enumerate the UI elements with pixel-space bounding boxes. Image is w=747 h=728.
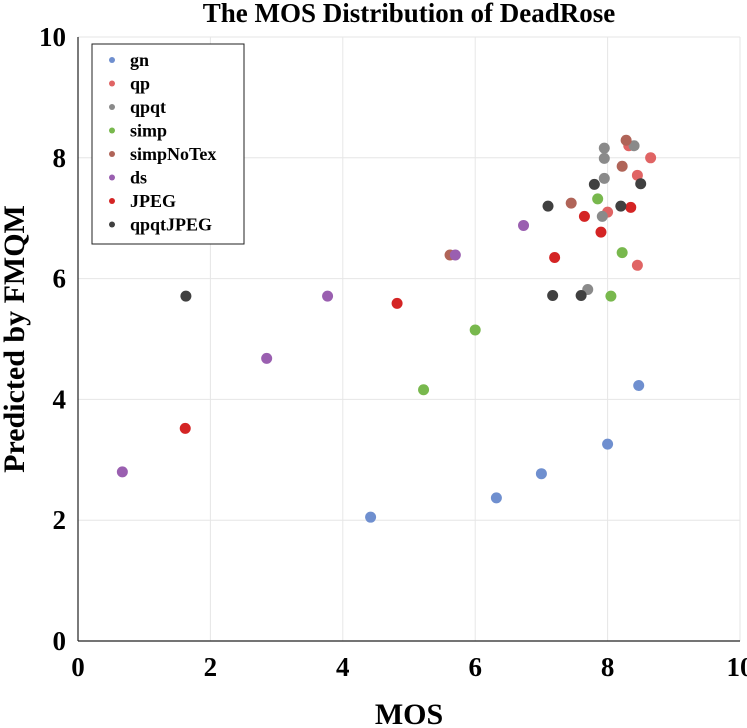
data-points — [116, 134, 657, 523]
point-gn-4 — [633, 380, 645, 392]
point-qp-4 — [631, 259, 643, 271]
y-tick-label-3: 6 — [53, 264, 67, 294]
legend-label-qpqtJPEG: qpqtJPEG — [130, 215, 212, 235]
legend-label-simp: simp — [130, 121, 167, 141]
x-tick-labels: 0 2 4 6 8 10 — [71, 652, 747, 682]
legend-marker-qp — [109, 80, 115, 87]
legend-label-JPEG: JPEG — [130, 191, 176, 211]
point-qpqt-2 — [598, 172, 610, 184]
x-tick-label-4: 8 — [601, 652, 615, 682]
legend-label-qpqt: qpqt — [130, 97, 166, 117]
x-tick-label-2: 4 — [336, 652, 350, 682]
point-JPEG-4 — [595, 226, 607, 238]
legend-marker-JPEG — [109, 198, 115, 204]
point-simp-3 — [616, 247, 628, 259]
point-qpqt-5 — [628, 140, 640, 152]
legend-label-ds: ds — [130, 168, 147, 188]
point-gn-2 — [535, 468, 547, 480]
point-gn-3 — [602, 438, 614, 450]
x-tick-label-3: 6 — [468, 652, 482, 682]
legend-marker-qpqt — [109, 104, 115, 110]
point-qpqtJPEG-5 — [615, 200, 627, 212]
legend-marker-qpqtJPEG — [109, 221, 115, 228]
point-qpqtJPEG-3 — [575, 290, 587, 302]
y-tick-label-5: 10 — [39, 22, 66, 52]
point-qpqtJPEG-2 — [547, 290, 559, 302]
point-simp-1 — [469, 324, 481, 336]
x-tick-label-0: 0 — [71, 652, 85, 682]
legend-label-simpNoTex: simpNoTex — [130, 144, 216, 164]
point-simp-2 — [592, 193, 604, 205]
point-ds-0 — [116, 466, 128, 478]
point-qpqtJPEG-1 — [542, 200, 554, 212]
legend: gn qp qpqt simp simpNoTex ds JPEG qpqtJPEG — [91, 43, 245, 245]
y-tick-labels: 0 2 4 6 8 10 — [39, 22, 66, 656]
x-axis-label: MOS — [375, 698, 443, 728]
legend-marker-ds — [109, 174, 115, 181]
x-tick-label-5: 10 — [727, 652, 747, 682]
point-ds-3 — [449, 249, 461, 261]
point-JPEG-1 — [391, 297, 403, 309]
point-qpqt-1 — [596, 210, 608, 222]
legend-marker-simpNoTex — [109, 151, 115, 157]
point-qpqt-3 — [598, 152, 610, 164]
x-tick-label-1: 2 — [204, 652, 218, 682]
chart-title: The MOS Distribution of DeadRose — [203, 0, 616, 28]
point-simpNoTex-1 — [565, 197, 577, 209]
point-qp-3 — [645, 152, 657, 164]
y-tick-label-4: 8 — [53, 143, 67, 173]
point-gn-1 — [490, 492, 502, 504]
y-tick-label-1: 2 — [53, 505, 67, 535]
y-tick-label-2: 4 — [53, 384, 67, 414]
point-ds-4 — [518, 219, 530, 231]
point-qpqtJPEG-6 — [635, 178, 647, 190]
point-simpNoTex-3 — [620, 134, 632, 146]
point-qpqt-4 — [598, 142, 610, 154]
legend-marker-gn — [109, 57, 115, 63]
point-JPEG-0 — [179, 422, 191, 434]
point-ds-2 — [322, 290, 334, 302]
grid-lines — [77, 36, 741, 642]
legend-box — [91, 43, 245, 245]
point-simp-4 — [605, 290, 617, 302]
point-JPEG-5 — [625, 201, 637, 213]
legend-label-qp: qp — [130, 74, 150, 94]
y-tick-label-0: 0 — [53, 626, 67, 656]
point-JPEG-3 — [578, 210, 590, 222]
point-JPEG-2 — [549, 251, 561, 263]
point-qp-2 — [631, 169, 643, 181]
legend-marker-simp — [109, 127, 115, 134]
point-ds-1 — [261, 352, 273, 364]
point-simpNoTex-2 — [616, 160, 628, 172]
point-qpqtJPEG-0 — [180, 290, 192, 302]
legend-label-gn: gn — [130, 50, 149, 70]
point-qpqtJPEG-4 — [588, 178, 600, 190]
y-axis-label: Predicted by FMQM — [0, 205, 31, 473]
point-gn-0 — [365, 511, 377, 523]
point-simp-0 — [418, 384, 430, 396]
